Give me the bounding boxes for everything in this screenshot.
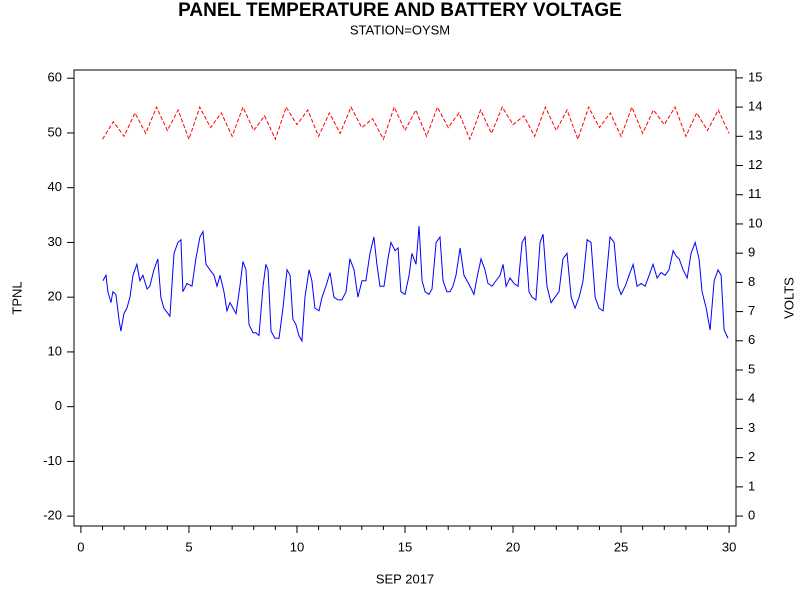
y2-tick-label: 3 bbox=[748, 420, 755, 435]
y2-tick-label: 11 bbox=[748, 186, 762, 201]
y-axis-label: TPNL bbox=[9, 281, 24, 314]
y-tick-label: -20 bbox=[43, 508, 62, 523]
y2-tick-label: 1 bbox=[748, 478, 755, 493]
y2-tick-label: 10 bbox=[748, 215, 762, 230]
y-tick-label: -10 bbox=[43, 453, 62, 468]
x-tick-label: 15 bbox=[398, 539, 412, 554]
y2-tick-label: 13 bbox=[748, 128, 762, 143]
chart-subtitle: STATION=OYSM bbox=[350, 22, 450, 37]
y2-tick-label: 6 bbox=[748, 332, 755, 347]
y2-tick-label: 15 bbox=[748, 69, 762, 84]
y-tick-label: 60 bbox=[48, 70, 62, 85]
y2-tick-label: 14 bbox=[748, 99, 762, 114]
plot-frame bbox=[73, 69, 737, 527]
y2-tick-label: 12 bbox=[748, 157, 762, 172]
x-tick-label: 30 bbox=[722, 539, 736, 554]
data-line bbox=[102, 105, 730, 141]
y2-tick-label: 9 bbox=[748, 245, 755, 260]
x-tick-label: 10 bbox=[290, 539, 304, 554]
x-tick-label: 25 bbox=[614, 539, 628, 554]
y2-axis-label: VOLTS bbox=[781, 277, 796, 319]
chart-title: PANEL TEMPERATURE AND BATTERY VOLTAGE bbox=[178, 0, 622, 21]
x-axis-label: SEP 2017 bbox=[376, 571, 434, 586]
y-tick-label: 30 bbox=[48, 234, 62, 249]
y2-tick-label: 2 bbox=[748, 449, 755, 464]
y2-tick-label: 5 bbox=[748, 361, 755, 376]
x-tick-label: 20 bbox=[506, 539, 520, 554]
y-tick-label: 20 bbox=[48, 289, 62, 304]
x-tick-label: 0 bbox=[77, 539, 84, 554]
data-line bbox=[102, 225, 729, 343]
y-tick-label: 10 bbox=[48, 343, 62, 358]
y-tick-label: 50 bbox=[48, 124, 62, 139]
y2-tick-label: 4 bbox=[748, 391, 755, 406]
x-tick-label: 5 bbox=[185, 539, 192, 554]
y2-tick-label: 8 bbox=[748, 274, 755, 289]
y2-tick-label: 7 bbox=[748, 303, 755, 318]
y-tick-label: 0 bbox=[55, 398, 62, 413]
y2-tick-label: 0 bbox=[748, 508, 755, 523]
y-tick-label: 40 bbox=[48, 179, 62, 194]
